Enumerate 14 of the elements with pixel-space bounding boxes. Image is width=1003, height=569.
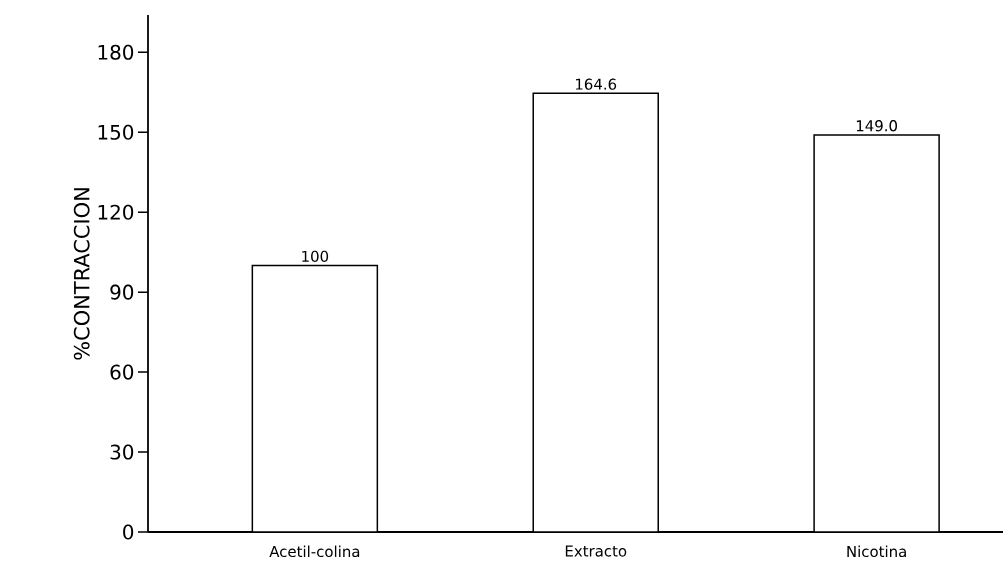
x-tick-label: Extracto [565, 545, 627, 557]
y-tick-label: 0 [123, 524, 134, 540]
y-tick-label: 30 [110, 444, 134, 460]
x-tick-label: Nicotina [847, 545, 906, 558]
y-tick-label: 90 [110, 284, 134, 300]
data-label: 164.6 [575, 78, 617, 90]
y-tick-label: 150 [98, 124, 134, 140]
x-tick-label: Acetil-colina [269, 545, 360, 558]
data-label: 149.0 [856, 120, 897, 132]
y-tick-label: 120 [98, 204, 134, 220]
data-label: 100 [302, 250, 329, 262]
y-tick-label: 60 [110, 364, 134, 380]
y-tick-label: 180 [98, 44, 134, 60]
y-axis-title: %CONTRACCION [73, 188, 90, 360]
